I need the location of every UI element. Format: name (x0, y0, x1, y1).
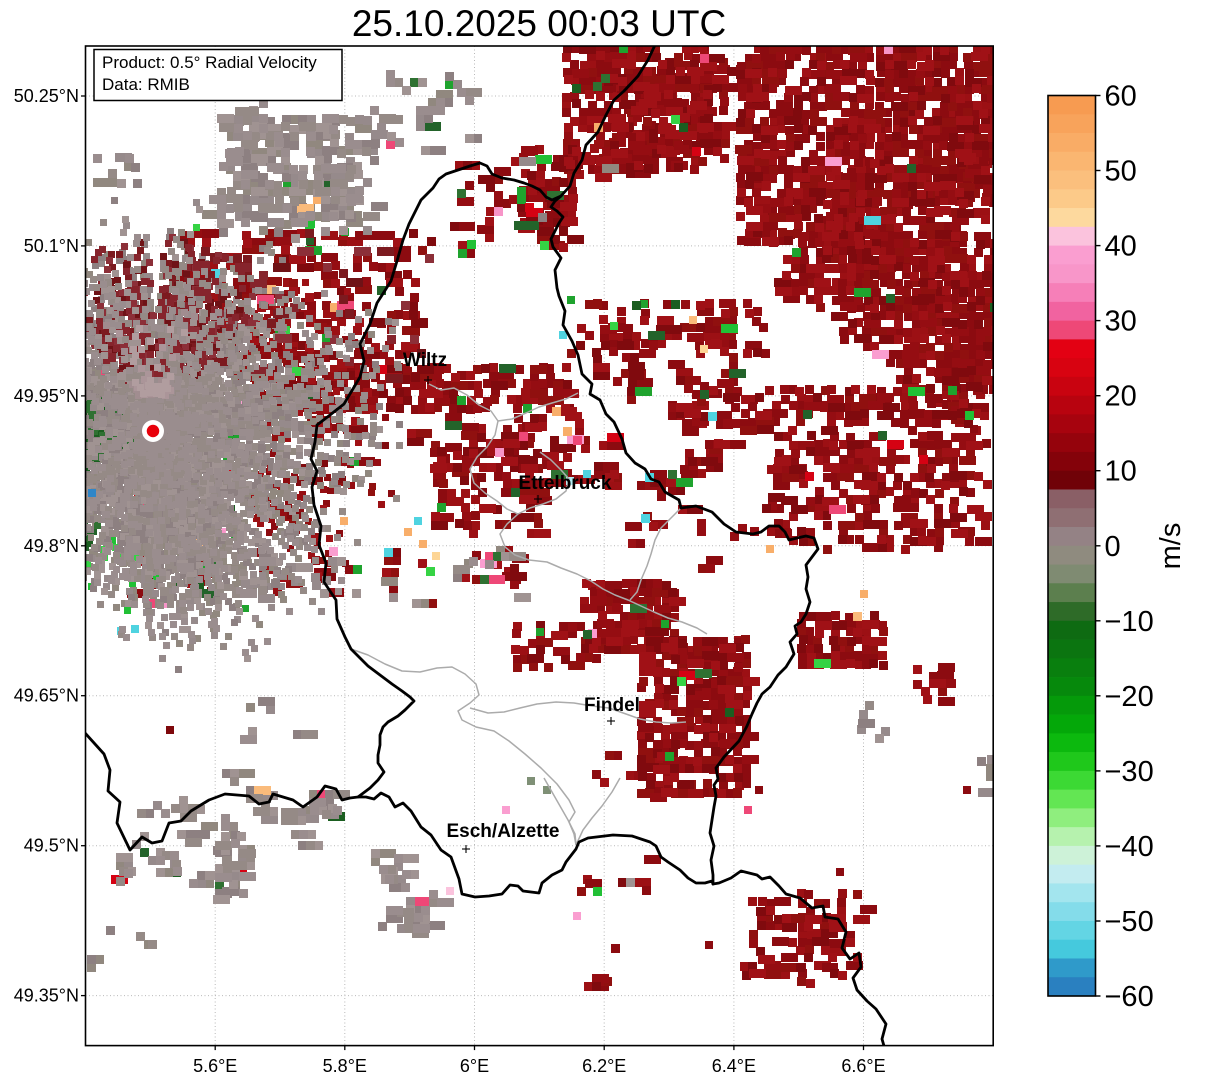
svg-text:49.8°N: 49.8°N (24, 536, 79, 556)
svg-text:6°E: 6°E (460, 1056, 489, 1076)
svg-text:Findel: Findel (584, 695, 640, 716)
svg-text:−10: −10 (1105, 606, 1154, 638)
svg-text:Wiltz: Wiltz (403, 350, 447, 371)
svg-text:6.6°E: 6.6°E (841, 1056, 885, 1076)
svg-text:25.10.2025 00:03 UTC: 25.10.2025 00:03 UTC (352, 3, 726, 44)
svg-text:−30: −30 (1105, 756, 1154, 788)
svg-text:6.2°E: 6.2°E (582, 1056, 626, 1076)
svg-text:60: 60 (1105, 81, 1137, 113)
svg-text:49.5°N: 49.5°N (24, 836, 79, 856)
svg-text:−20: −20 (1105, 681, 1154, 713)
svg-text:−40: −40 (1105, 831, 1154, 863)
svg-text:30: 30 (1105, 306, 1137, 338)
svg-text:10: 10 (1105, 456, 1137, 488)
svg-text:6.4°E: 6.4°E (712, 1056, 756, 1076)
svg-text:49.65°N: 49.65°N (14, 686, 79, 706)
svg-text:50: 50 (1105, 156, 1137, 188)
svg-text:−60: −60 (1105, 981, 1154, 1013)
svg-text:49.35°N: 49.35°N (14, 986, 79, 1006)
svg-text:5.6°E: 5.6°E (193, 1056, 237, 1076)
svg-text:Esch/Alzette: Esch/Alzette (447, 821, 560, 842)
svg-text:40: 40 (1105, 231, 1137, 263)
svg-text:50.25°N: 50.25°N (14, 86, 79, 106)
svg-text:49.95°N: 49.95°N (14, 386, 79, 406)
svg-text:m/s: m/s (1155, 523, 1187, 570)
svg-text:Product: 0.5° Radial Velocity: Product: 0.5° Radial Velocity (102, 53, 317, 72)
svg-text:Ettelbruck: Ettelbruck (519, 473, 612, 494)
svg-text:20: 20 (1105, 381, 1137, 413)
svg-text:50.1°N: 50.1°N (24, 236, 79, 256)
svg-text:0: 0 (1105, 531, 1121, 563)
svg-text:−50: −50 (1105, 906, 1154, 938)
svg-text:Data: RMIB: Data: RMIB (102, 75, 190, 94)
svg-text:5.8°E: 5.8°E (323, 1056, 367, 1076)
